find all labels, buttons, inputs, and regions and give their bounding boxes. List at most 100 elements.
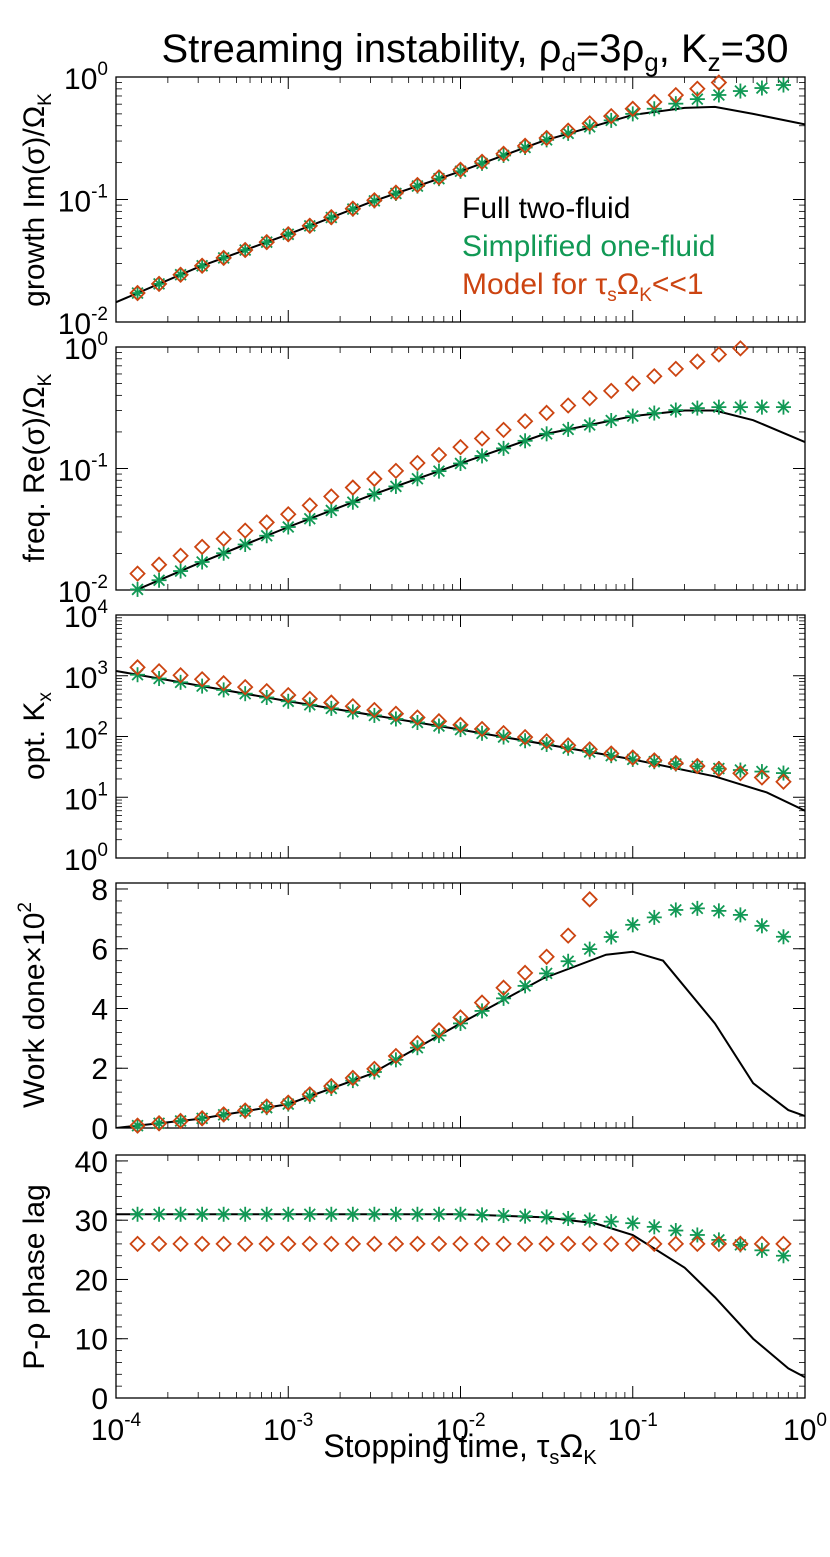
marker-model <box>215 249 232 267</box>
marker-model <box>667 360 685 378</box>
marker-simplified <box>689 758 705 774</box>
marker-simplified <box>560 953 576 969</box>
y-tick-label: 10-2 <box>58 572 108 609</box>
marker-model <box>602 745 620 762</box>
marker-model <box>646 367 663 385</box>
legend-item-full: Full two-fluid <box>462 192 630 225</box>
marker-simplified <box>603 413 619 429</box>
marker-simplified <box>173 563 189 579</box>
marker-model <box>559 397 577 414</box>
y-tick-label: 10 <box>75 1324 108 1357</box>
marker-model <box>172 547 189 564</box>
marker-simplified <box>302 218 318 234</box>
phase-lag-panel: 40 30 20 10 0 P-ρ phase lag <box>18 1146 806 1416</box>
marker-model <box>473 1235 491 1253</box>
marker-model <box>689 1235 706 1253</box>
marker-simplified <box>151 572 167 588</box>
marker-model <box>366 470 383 488</box>
marker-model <box>452 1235 469 1253</box>
marker-simplified <box>345 704 361 720</box>
marker-model <box>624 375 642 392</box>
marker-model <box>387 184 405 201</box>
marker-model <box>581 741 598 758</box>
marker-model <box>129 659 146 676</box>
marker-simplified <box>603 112 619 128</box>
marker-model <box>193 1110 211 1127</box>
marker-simplified <box>453 1206 468 1222</box>
y-tick-label: 100 <box>64 329 108 366</box>
marker-model <box>559 737 577 754</box>
marker-simplified <box>560 421 576 437</box>
marker-model <box>409 709 426 726</box>
marker-model <box>538 129 555 147</box>
marker-simplified <box>668 402 684 418</box>
marker-model <box>172 1112 189 1130</box>
marker-model <box>710 760 728 778</box>
marker-model <box>581 891 598 908</box>
marker-model <box>215 530 232 548</box>
marker-model <box>516 412 534 430</box>
marker-model <box>409 454 426 472</box>
marker-model <box>753 769 771 786</box>
marker-model <box>538 404 555 422</box>
marker-simplified <box>237 536 253 552</box>
marker-simplified <box>646 909 662 925</box>
marker-model <box>559 927 577 944</box>
marker-model <box>344 479 362 496</box>
marker-simplified <box>539 1209 555 1225</box>
marker-simplified <box>582 1212 598 1228</box>
marker-simplified <box>409 1040 425 1056</box>
marker-model <box>473 153 491 171</box>
marker-simplified <box>130 581 146 597</box>
marker-simplified <box>496 1208 512 1224</box>
marker-simplified <box>474 725 490 741</box>
marker-simplified <box>732 399 748 415</box>
marker-simplified <box>453 455 468 471</box>
marker-model <box>344 698 362 715</box>
marker-simplified <box>130 1118 146 1134</box>
marker-model <box>495 421 512 439</box>
y-tick-label: 100 <box>64 59 108 96</box>
work-done-panel: 8 6 4 2 0 Work done×102 <box>15 874 806 1146</box>
marker-model <box>366 1235 383 1253</box>
marker-model <box>323 208 340 226</box>
marker-simplified <box>194 258 210 274</box>
marker-model <box>646 752 663 769</box>
marker-simplified <box>280 1206 296 1222</box>
marker-simplified <box>323 209 339 225</box>
marker-simplified <box>173 1113 189 1129</box>
y-tick-label: 100 <box>64 840 108 877</box>
marker-simplified <box>474 1207 490 1223</box>
marker-model <box>258 1235 275 1253</box>
marker-simplified <box>194 1110 210 1126</box>
marker-model <box>129 1117 146 1134</box>
marker-model <box>387 705 405 723</box>
marker-model <box>667 86 685 104</box>
marker-simplified <box>366 486 382 502</box>
marker-model <box>129 1235 146 1253</box>
marker-model <box>258 233 275 251</box>
marker-model <box>732 340 749 357</box>
legend: Full two-fluid Simplified one-fluid Mode… <box>462 192 715 306</box>
marker-model <box>495 724 512 742</box>
marker-model <box>473 720 491 738</box>
y-tick-label: 30 <box>75 1205 108 1238</box>
marker-model <box>689 80 706 98</box>
y-axis-label: growth Im(σ)/ΩK <box>18 93 56 307</box>
marker-model <box>581 1235 598 1253</box>
marker-model <box>193 257 211 275</box>
marker-model <box>323 1077 340 1095</box>
marker-model <box>344 200 362 217</box>
x-tick-label: 10-3 <box>263 1410 313 1447</box>
marker-simplified <box>517 433 533 449</box>
chart-title: Streaming instability, ρd=3ρg, Kz=30 <box>161 27 788 77</box>
marker-model <box>172 266 189 283</box>
marker-simplified <box>216 545 232 561</box>
marker-model <box>258 514 275 531</box>
y-axis-label: Work done×102 <box>15 902 51 1108</box>
marker-model <box>495 145 512 163</box>
marker-model <box>516 964 534 982</box>
marker-simplified <box>711 903 727 919</box>
marker-simplified <box>216 1107 232 1123</box>
